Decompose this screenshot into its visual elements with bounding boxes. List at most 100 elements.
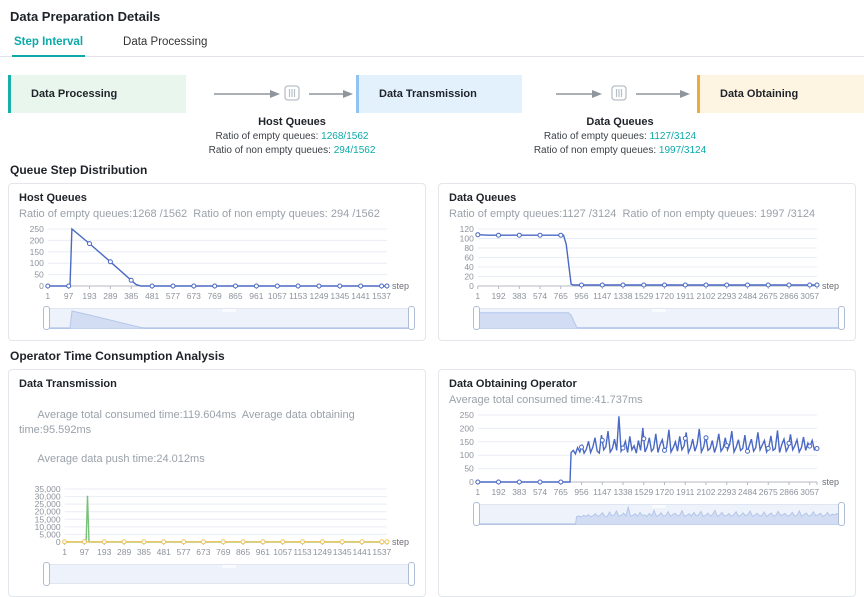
- data-obtaining-datazoom[interactable]: [473, 501, 845, 526]
- svg-text:1153: 1153: [289, 291, 308, 301]
- ratio-non-empty-line: Ratio of non empty queues: 1997/3124: [510, 144, 730, 158]
- tab-step-interval[interactable]: Step Interval: [12, 30, 86, 57]
- svg-text:1057: 1057: [268, 291, 287, 301]
- svg-text:1147: 1147: [593, 291, 612, 301]
- svg-text:385: 385: [124, 291, 138, 301]
- datazoom-right-handle[interactable]: [408, 561, 415, 586]
- svg-text:3057: 3057: [800, 487, 819, 497]
- page-title: Data Preparation Details: [10, 9, 161, 24]
- datazoom-right-handle[interactable]: [838, 305, 845, 330]
- card-subtitle: Ratio of empty queues:1127 /3124 Ratio o…: [449, 208, 816, 220]
- datazoom-left-handle[interactable]: [43, 305, 50, 330]
- svg-text:3057: 3057: [800, 291, 819, 301]
- svg-text:0: 0: [469, 281, 474, 291]
- card-title: Data Queues: [449, 192, 517, 204]
- flow-node-data-transmission: Data Transmission: [356, 75, 522, 113]
- ratio-label: Ratio of non empty queues:: [208, 144, 331, 156]
- svg-text:577: 577: [166, 291, 180, 301]
- svg-text:577: 577: [176, 547, 190, 557]
- svg-text:193: 193: [82, 291, 96, 301]
- svg-text:961: 961: [256, 547, 270, 557]
- svg-text:765: 765: [554, 487, 568, 497]
- datazoom-preview: [46, 565, 412, 585]
- svg-text:673: 673: [187, 291, 201, 301]
- svg-text:2102: 2102: [697, 487, 716, 497]
- queue-icon: [284, 85, 300, 101]
- datazoom-preview: [46, 310, 412, 329]
- svg-text:250: 250: [460, 410, 474, 420]
- svg-text:1147: 1147: [593, 487, 612, 497]
- ratio-empty-line: Ratio of empty queues: 1268/1562: [182, 130, 402, 144]
- svg-text:1153: 1153: [293, 547, 312, 557]
- svg-text:40: 40: [464, 262, 474, 272]
- host-queues-card: Host Queues Ratio of empty queues:1268 /…: [8, 183, 426, 341]
- ratio-value: 1997/3124: [658, 144, 707, 156]
- svg-text:1537: 1537: [372, 547, 391, 557]
- svg-text:150: 150: [460, 436, 474, 446]
- ratio-label: Ratio of empty queues:: [215, 131, 319, 142]
- svg-text:2293: 2293: [717, 291, 736, 301]
- svg-text:150: 150: [30, 247, 44, 257]
- ratio-label: Ratio of non empty queues:: [533, 144, 657, 156]
- svg-text:1: 1: [62, 547, 67, 557]
- svg-text:865: 865: [236, 547, 250, 557]
- svg-text:50: 50: [34, 269, 44, 279]
- svg-text:2102: 2102: [697, 291, 716, 301]
- svg-text:20: 20: [464, 271, 474, 281]
- svg-text:574: 574: [533, 291, 547, 301]
- svg-text:step: step: [392, 537, 409, 547]
- flow-node-label: Data Obtaining: [720, 88, 799, 100]
- svg-text:956: 956: [574, 291, 588, 301]
- data-queues-datazoom[interactable]: [473, 305, 845, 330]
- datazoom-preview: [476, 312, 842, 329]
- svg-text:289: 289: [117, 547, 131, 557]
- svg-text:1529: 1529: [634, 291, 653, 301]
- svg-text:1338: 1338: [614, 291, 633, 301]
- data-transmission-card: Data Transmission Average total consumed…: [8, 368, 426, 597]
- data-queues-card: Data Queues Ratio of empty queues:1127 /…: [438, 183, 856, 341]
- svg-text:383: 383: [512, 487, 526, 497]
- queue-info-title: Host Queues: [258, 116, 326, 128]
- card-title: Data Obtaining Operator: [449, 377, 577, 390]
- ratio-label: Ratio of empty queues:: [543, 131, 647, 142]
- svg-text:2675: 2675: [759, 487, 778, 497]
- svg-text:481: 481: [157, 547, 171, 557]
- svg-text:1529: 1529: [634, 487, 653, 497]
- card-subtitle: Average total consumed time:41.737ms: [449, 393, 643, 406]
- svg-text:2866: 2866: [780, 291, 799, 301]
- svg-text:2484: 2484: [738, 291, 757, 301]
- svg-text:1911: 1911: [676, 487, 695, 497]
- svg-text:2484: 2484: [738, 487, 757, 497]
- datazoom-left-handle[interactable]: [43, 561, 50, 586]
- arrow-right-icon: [309, 90, 353, 98]
- data-obtaining-operator-card: Data Obtaining Operator Average total co…: [438, 368, 856, 597]
- svg-text:97: 97: [80, 547, 90, 557]
- tab-data-processing[interactable]: Data Processing: [123, 36, 208, 48]
- host-queues-datazoom[interactable]: [43, 305, 415, 330]
- svg-text:120: 120: [460, 224, 474, 234]
- datazoom-right-handle[interactable]: [838, 501, 845, 526]
- data-transmission-chart: 05,00010,00015,00020,00025,00030,00035,0…: [35, 484, 409, 557]
- data-transmission-datazoom[interactable]: [43, 561, 415, 586]
- datazoom-right-handle[interactable]: [408, 305, 415, 330]
- svg-text:1338: 1338: [614, 487, 633, 497]
- ratio-value: 1268/1562: [321, 131, 369, 142]
- flow-node-label: Data Processing: [31, 88, 118, 100]
- svg-text:250: 250: [30, 224, 44, 234]
- datazoom-left-handle[interactable]: [473, 501, 480, 526]
- svg-text:2293: 2293: [717, 487, 736, 497]
- svg-text:100: 100: [460, 450, 474, 460]
- svg-text:769: 769: [216, 547, 230, 557]
- svg-text:956: 956: [574, 487, 588, 497]
- svg-text:1057: 1057: [273, 547, 292, 557]
- svg-text:0: 0: [39, 281, 44, 291]
- svg-text:673: 673: [196, 547, 210, 557]
- svg-text:50: 50: [464, 463, 474, 473]
- datazoom-left-handle[interactable]: [473, 305, 480, 330]
- subtitle-line: Average total consumed time:119.604ms Av…: [19, 408, 358, 436]
- queue-distribution-row: Host Queues Ratio of empty queues:1268 /…: [0, 183, 864, 341]
- svg-text:1441: 1441: [353, 547, 372, 557]
- svg-text:383: 383: [512, 291, 526, 301]
